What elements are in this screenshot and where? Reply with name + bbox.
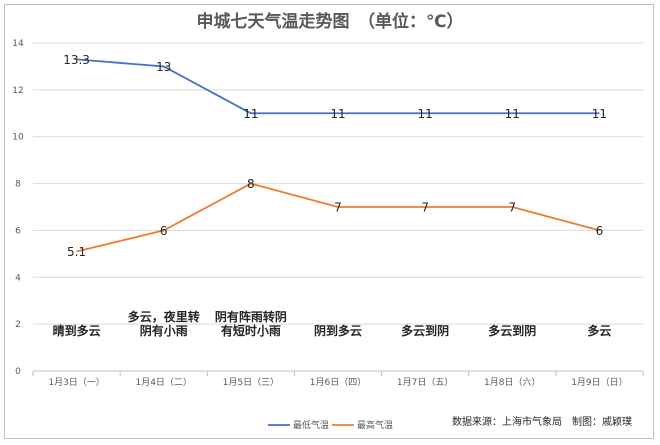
data-label: 11 [243,107,258,121]
x-tick-label: 1月5日（三） [223,377,279,388]
y-tick-label: 14 [12,39,24,49]
series-line [76,58,600,115]
y-tick-label: 4 [15,273,21,283]
legend-label: 最低气温 [293,419,329,431]
y-tick-label: 8 [15,180,21,190]
weather-label: 阴有小雨 [140,323,188,338]
weather-label: 有短时小雨 [221,323,281,338]
data-labels: 13.3 13 11 11 11 11 11 5.1 6 8 7 7 7 6 [63,53,607,259]
data-label: 7 [421,201,429,215]
data-label: 6 [160,224,168,238]
data-label: 11 [505,107,520,121]
weather-label: 多云 [587,323,611,338]
x-axis: 1月3日（一） 1月4日（二） 1月5日（三） 1月6日（四） 1月7日（五） 1月8日（… [32,371,644,388]
x-tick-label: 1月7日（五） [397,377,453,388]
data-label: 11 [418,107,433,121]
chart-title: 申城七天气温走势图 （单位：℃） [196,11,463,32]
data-label: 13.3 [63,53,90,67]
source-credit: 数据来源：上海市气象局 制图：戚颖璞 [452,415,632,428]
weather-label: 阴到多云 [314,323,362,338]
weather-label: 阴有阵雨转阴 [215,309,287,324]
grid-lines [33,42,643,372]
data-label: 7 [508,201,516,215]
weather-label: 晴到多云 [53,323,101,338]
x-tick-label: 1月3日（一） [48,377,104,388]
data-label: 8 [247,177,255,191]
weather-label: 多云到阴 [488,323,536,338]
data-label: 7 [334,201,342,215]
x-tick-label: 1月6日（四） [310,377,366,388]
y-tick-label: 0 [15,367,21,377]
weather-label: 多云到阴 [401,323,449,338]
data-label: 13 [156,60,171,74]
legend-label: 最高气温 [357,419,393,431]
series-lines [76,58,600,253]
series-line [76,182,600,253]
data-label: 11 [330,107,345,121]
y-tick-label: 2 [15,320,21,330]
weather-label: 多云，夜里转 [128,309,200,324]
data-label: 6 [596,224,604,238]
y-axis: 0 2 4 6 8 10 12 14 [12,39,24,377]
legend: 最低气温 最高气温 [268,419,393,431]
y-tick-label: 12 [12,86,23,96]
data-label: 5.1 [67,245,86,259]
chart-frame [4,4,654,439]
y-tick-label: 6 [15,226,21,236]
data-label: 11 [592,107,607,121]
x-tick-label: 1月9日（日） [571,377,627,388]
x-tick-label: 1月8日（六） [484,376,540,388]
x-tick-label: 1月4日（二） [135,377,191,388]
y-tick-label: 10 [12,133,24,143]
